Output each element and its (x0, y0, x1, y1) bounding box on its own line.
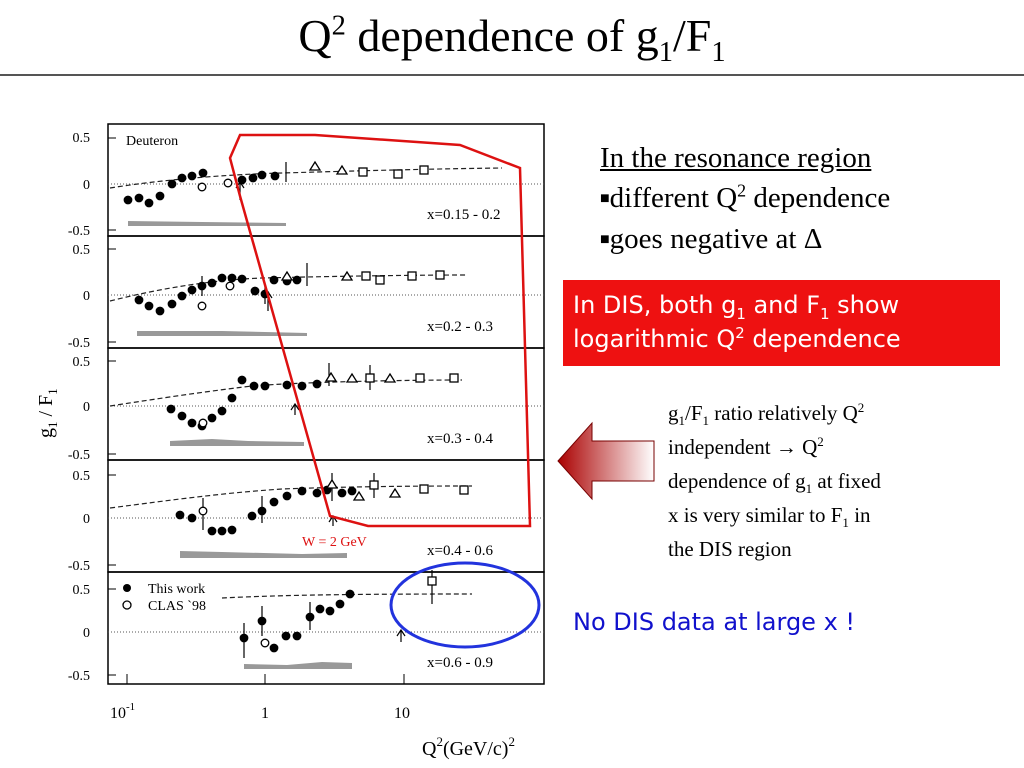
g1-f1-figure: 0.5 0 -0.5 0.5 0 -0.5 0.5 0 -0.5 0.5 0 -… (22, 118, 567, 768)
panel-label-x-range: x=0.15 - 0.2 (427, 207, 500, 223)
y-tick-label: 0.5 (73, 131, 91, 146)
slide-title: Q2 dependence of g1/F1 (298, 10, 726, 69)
w-2gev-label: W = 2 GeV (302, 535, 367, 550)
panel-frame-5 (107, 571, 545, 685)
no-dis-data-note: No DIS data at large x ! (573, 608, 856, 636)
ratio-note-line: g1/F1 ratio relatively Q2 (668, 400, 865, 429)
y-tick-labels: 0.5 0 -0.5 0.5 0 -0.5 0.5 0 -0.5 0.5 0 -… (68, 131, 90, 684)
x-tick-labels: 10-1 1 10 (110, 701, 410, 722)
panel-label-x-range: x=0.6 - 0.9 (427, 655, 493, 671)
dis-callout-line-2: logarithmic Q2 dependence (573, 324, 901, 353)
bullet-square-icon: ■ (600, 231, 610, 248)
y-tick-label: 0 (83, 512, 90, 527)
y-tick-label: 0 (83, 178, 90, 193)
legend-clas-marker (122, 600, 132, 610)
x-tick-label: 1 (261, 705, 269, 722)
x-tick-label: 10-1 (110, 701, 135, 722)
ratio-note: g1/F1 ratio relatively Q2 independent → … (668, 396, 968, 566)
y-tick-label: 0.5 (73, 469, 91, 484)
y-tick-label: 0 (83, 289, 90, 304)
large-x-highlight-ellipse (389, 561, 541, 649)
ratio-note-line: dependence of g1 at fixed (668, 469, 881, 497)
resonance-region-outline (228, 133, 532, 528)
legend-clas-label: CLAS `98 (148, 599, 206, 614)
left-arrow-icon (550, 405, 662, 522)
resonance-notes: In the resonance region ■different Q2 de… (600, 138, 890, 260)
y-tick-label: 0.5 (73, 355, 91, 370)
x-axis-title: Q2(GeV/c)2 (422, 734, 515, 760)
y-tick-label: 0.5 (73, 583, 91, 598)
open-triangle-points (280, 160, 402, 501)
dis-callout-line-1: In DIS, both g1 and F1 show (573, 291, 900, 323)
y-tick-label: 0.5 (73, 243, 91, 258)
panel-label-target: Deuteron (126, 134, 178, 149)
tick-marks (108, 137, 405, 684)
x-tick-label: 10 (394, 705, 410, 722)
panel-frames (107, 123, 545, 685)
ratio-note-line: x is very similar to F1 in (668, 503, 871, 531)
clas-points (197, 178, 270, 648)
panel-label-x-range: x=0.4 - 0.6 (427, 543, 493, 559)
y-tick-label: -0.5 (68, 448, 90, 463)
panel-label-x-range: x=0.3 - 0.4 (427, 431, 493, 447)
dis-callout-box: In DIS, both g1 and F1 show logarithmic … (563, 280, 1000, 366)
y-tick-label: -0.5 (68, 336, 90, 351)
resonance-bullet-2: ■goes negative at Δ (600, 223, 823, 255)
panel-label-x-range: x=0.2 - 0.3 (427, 319, 493, 335)
systematic-bands (128, 221, 352, 669)
resonance-heading: In the resonance region (600, 142, 872, 174)
y-tick-label: -0.5 (68, 559, 90, 574)
y-tick-label: -0.5 (68, 224, 90, 239)
title-divider (0, 74, 1024, 76)
resonance-bullet-1: ■different Q2 dependence (600, 180, 891, 214)
ratio-note-line: the DIS region (668, 537, 792, 561)
this-work-points (123, 168, 357, 653)
legend-this-work-marker (123, 584, 131, 592)
bullet-square-icon: ■ (600, 190, 610, 207)
y-tick-label: 0 (83, 400, 90, 415)
legend-this-work-label: This work (148, 582, 205, 597)
y-axis-title: g1 / F1 (35, 388, 60, 438)
y-tick-label: 0 (83, 626, 90, 641)
ratio-note-line: independent → Q2 (668, 434, 824, 459)
open-square-points (358, 165, 469, 586)
y-tick-label: -0.5 (68, 669, 90, 684)
